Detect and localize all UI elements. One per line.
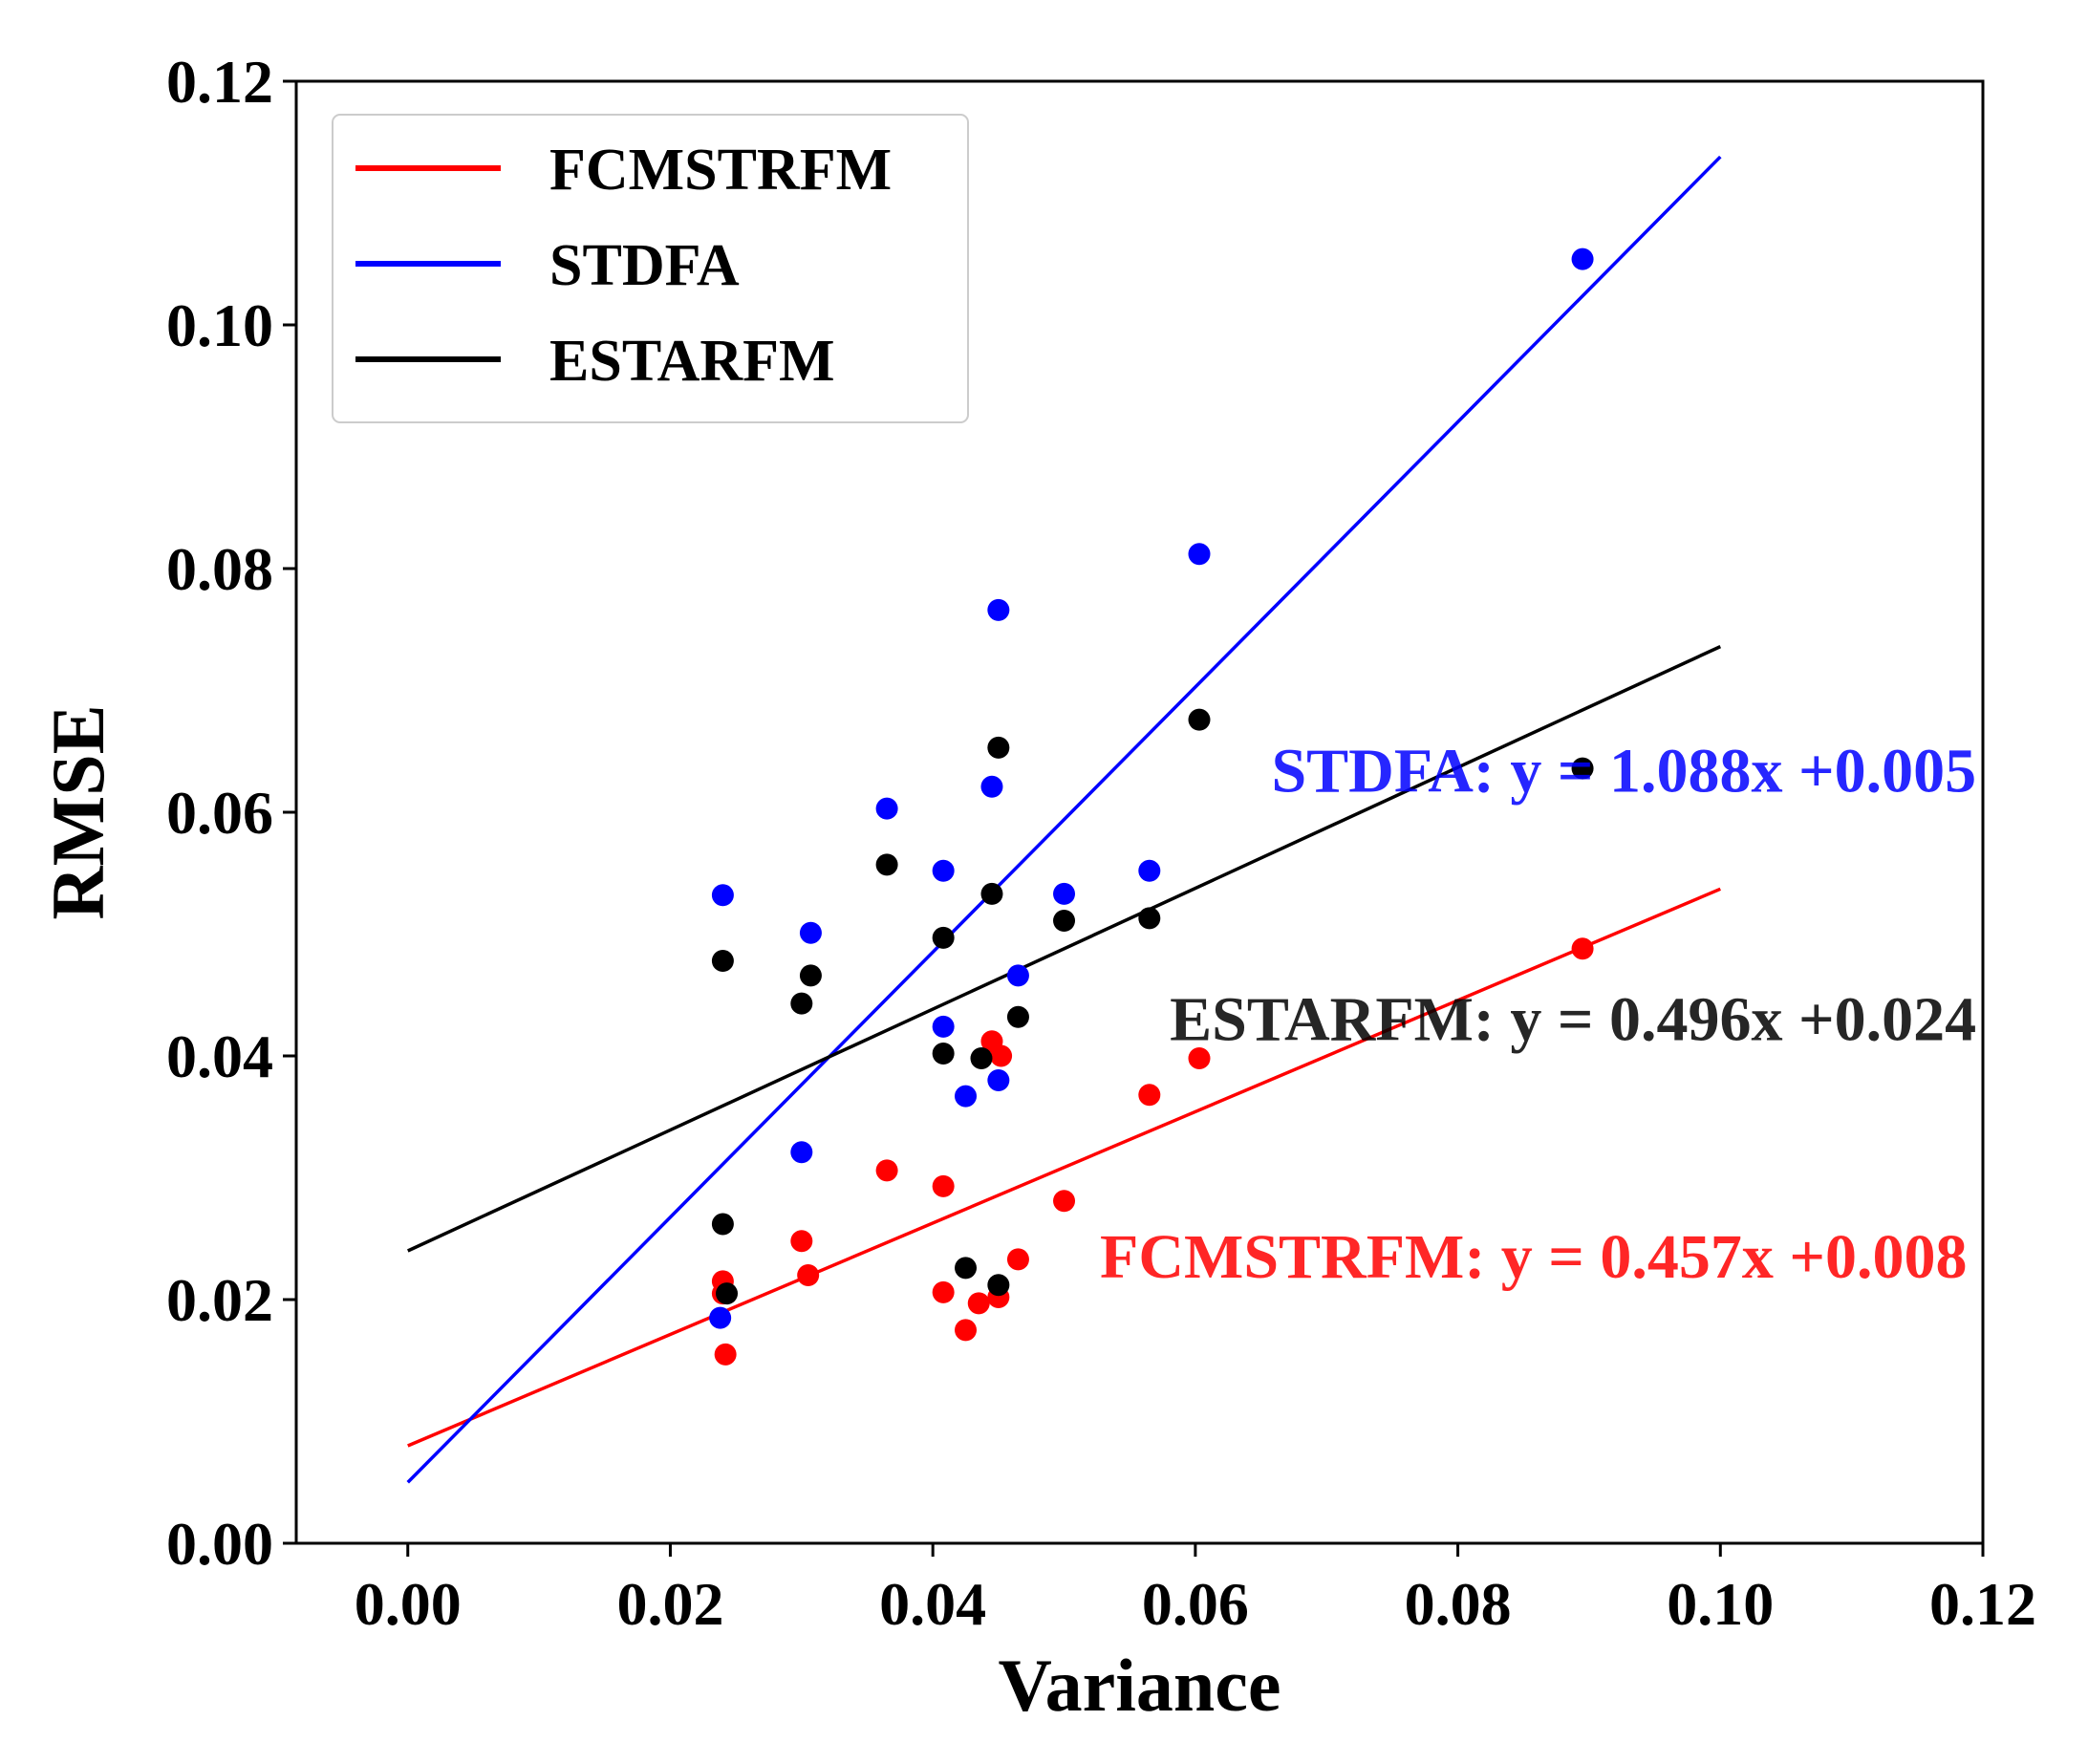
point-estarfm — [711, 950, 734, 973]
point-fcmstrfm — [1571, 937, 1594, 960]
point-fcmstrfm — [1188, 1047, 1211, 1070]
point-estarfm — [932, 1042, 955, 1065]
point-fcmstrfm — [714, 1343, 737, 1366]
legend: FCMSTRFM STDFA ESTARFM — [332, 114, 969, 423]
point-estarfm — [716, 1282, 739, 1305]
point-stdfa — [980, 775, 1003, 798]
point-estarfm — [711, 1213, 734, 1236]
x-tick-label: 0.00 — [355, 1570, 462, 1638]
x-tick-label: 0.04 — [879, 1570, 986, 1638]
point-stdfa — [1006, 964, 1029, 987]
point-fcmstrfm — [797, 1264, 820, 1286]
point-estarfm — [875, 853, 898, 876]
point-stdfa — [987, 598, 1010, 621]
equation-annotations: STDFA: y = 1.088x +0.005 ESTARFM: y = 0.4… — [1100, 736, 1976, 1292]
y-tick-label: 0.10 — [166, 291, 273, 359]
fit-line-estarfm — [407, 645, 1722, 1253]
point-estarfm — [980, 882, 1003, 905]
point-fcmstrfm — [1138, 1084, 1161, 1107]
point-stdfa — [955, 1085, 978, 1108]
x-tick-label: 0.10 — [1667, 1570, 1774, 1638]
point-stdfa — [709, 1306, 732, 1329]
point-fcmstrfm — [1053, 1190, 1076, 1213]
equation-stdfa: STDFA: y = 1.088x +0.005 — [1271, 736, 1976, 806]
equation-fcmstrfm: FCMSTRFM: y = 0.457x +0.008 — [1100, 1222, 1967, 1292]
fit-line-stdfa — [406, 155, 1722, 1484]
legend-label-stdfa: STDFA — [549, 233, 740, 298]
point-fcmstrfm — [1006, 1248, 1029, 1271]
point-fcmstrfm — [790, 1230, 813, 1253]
point-fcmstrfm — [967, 1292, 990, 1315]
point-estarfm — [970, 1047, 993, 1070]
point-estarfm — [1006, 1005, 1029, 1028]
y-tick-label: 0.00 — [166, 1510, 273, 1578]
point-estarfm — [1138, 907, 1161, 930]
point-stdfa — [932, 1015, 955, 1038]
x-tick-label: 0.06 — [1142, 1570, 1249, 1638]
point-estarfm — [987, 1274, 1010, 1297]
point-stdfa — [799, 921, 822, 944]
point-fcmstrfm — [932, 1174, 955, 1197]
fit-lines — [406, 155, 1722, 1484]
x-tick-label: 0.12 — [1929, 1570, 2036, 1638]
point-stdfa — [875, 797, 898, 820]
point-fcmstrfm — [932, 1280, 955, 1303]
point-estarfm — [790, 992, 813, 1015]
point-estarfm — [955, 1257, 978, 1280]
point-fcmstrfm — [955, 1319, 978, 1342]
fit-line-fcmstrfm — [407, 887, 1721, 1448]
y-tick-label: 0.06 — [166, 779, 273, 847]
legend-label-estarfm: ESTARFM — [549, 329, 835, 394]
x-tick-label: 0.08 — [1405, 1570, 1512, 1638]
point-fcmstrfm — [875, 1159, 898, 1182]
legend-box — [332, 114, 969, 423]
point-stdfa — [1188, 543, 1211, 566]
axis-ticks: 0.00 0.02 0.04 0.06 0.08 0.10 0.12 0.00 0.02 0.04… — [166, 48, 2036, 1638]
y-tick-label: 0.02 — [166, 1266, 273, 1334]
point-stdfa — [1053, 882, 1076, 905]
point-stdfa — [711, 884, 734, 907]
point-stdfa — [987, 1069, 1010, 1091]
x-axis-title: Variance — [998, 1644, 1281, 1727]
y-axis-title: RMSE — [36, 704, 119, 919]
point-fcmstrfm — [990, 1044, 1013, 1067]
y-tick-label: 0.08 — [166, 535, 273, 603]
y-tick-label: 0.12 — [166, 48, 273, 116]
point-estarfm — [1188, 708, 1211, 731]
equation-estarfm: ESTARFM: y = 0.496x +0.024 — [1170, 984, 1976, 1054]
point-stdfa — [1571, 247, 1594, 270]
y-tick-label: 0.04 — [166, 1022, 273, 1090]
point-estarfm — [932, 926, 955, 949]
point-estarfm — [799, 964, 822, 987]
point-stdfa — [1138, 859, 1161, 882]
x-tick-label: 0.02 — [616, 1570, 723, 1638]
point-estarfm — [1571, 757, 1594, 780]
point-estarfm — [1053, 909, 1076, 932]
point-stdfa — [932, 859, 955, 882]
data-points — [709, 247, 1594, 1366]
legend-label-fcmstrfm: FCMSTRFM — [549, 138, 892, 203]
point-stdfa — [790, 1141, 813, 1164]
point-estarfm — [987, 736, 1010, 759]
